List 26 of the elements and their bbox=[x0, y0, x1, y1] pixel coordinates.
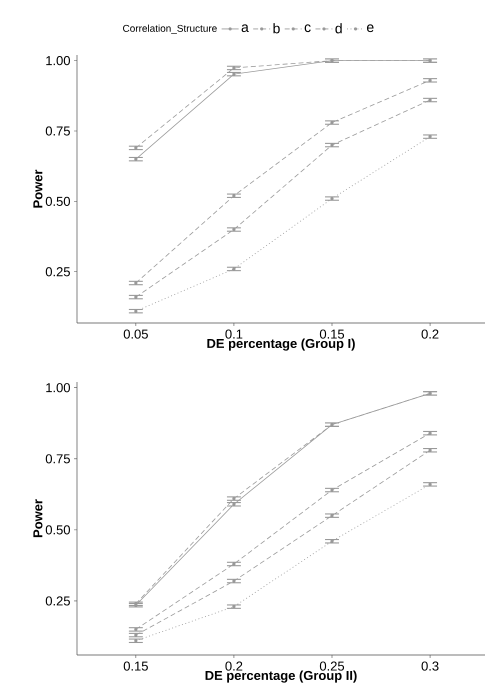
x-tick-label: 0.2 bbox=[421, 329, 438, 339]
y-tick-label: 0.25 bbox=[46, 596, 70, 606]
y-tick-label: 0.50 bbox=[46, 525, 70, 534]
legend-label: a bbox=[241, 24, 249, 32]
y-tick-label: 0.75 bbox=[46, 454, 70, 464]
x-tick-label: 0.05 bbox=[124, 329, 148, 339]
y-tick-label: 0.25 bbox=[46, 267, 70, 276]
legend-label: c bbox=[304, 24, 311, 32]
y-axis-title: Power bbox=[33, 499, 42, 538]
x-tick-label: 0.2 bbox=[225, 661, 242, 671]
x-axis-title: DE percentage (Group II) bbox=[205, 670, 356, 683]
legend-label: b bbox=[273, 23, 280, 34]
y-tick-label: 1.00 bbox=[46, 56, 70, 66]
y-tick-label: 0.50 bbox=[46, 196, 70, 206]
x-axis-title: DE percentage (Group I) bbox=[207, 338, 355, 351]
legend-label: d bbox=[335, 23, 342, 34]
x-tick-label: 0.15 bbox=[320, 329, 344, 339]
x-tick-label: 0.1 bbox=[225, 329, 242, 339]
y-axis-title: Power bbox=[33, 170, 42, 208]
x-tick-label: 0.15 bbox=[124, 661, 148, 671]
y-tick-label: 1.00 bbox=[46, 383, 70, 392]
legend-label: e bbox=[366, 24, 374, 32]
legend-title: Correlation_Structure bbox=[122, 24, 217, 34]
y-tick-label: 0.75 bbox=[46, 126, 70, 136]
x-tick-label: 0.25 bbox=[320, 661, 344, 671]
x-tick-label: 0.3 bbox=[421, 661, 438, 671]
